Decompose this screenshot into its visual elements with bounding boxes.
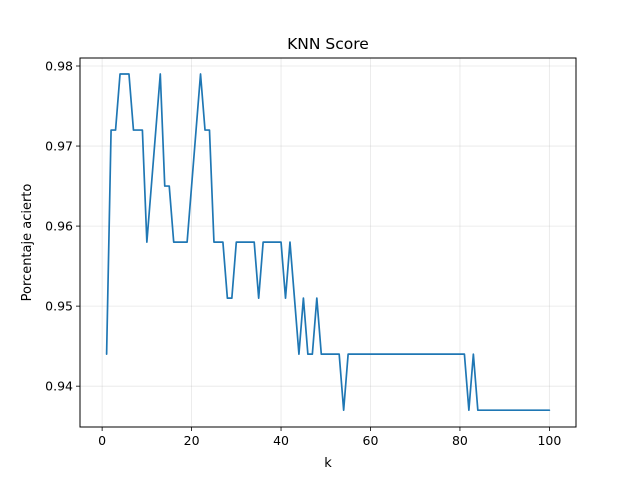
y-tick-label: 0.97: [45, 139, 73, 154]
x-tick-label: 40: [273, 433, 289, 448]
x-tick-label: 60: [363, 433, 379, 448]
x-axis-ticks: 0 20 40 60 80 100: [98, 427, 561, 448]
plot-area-background: [80, 58, 576, 427]
x-axis-label: k: [324, 456, 332, 471]
chart-title: KNN Score: [287, 35, 369, 53]
score-series-line: [105, 73, 551, 412]
x-tick-label: 100: [537, 433, 561, 448]
x-tick-label: 80: [452, 433, 468, 448]
y-tick-label: 0.98: [45, 59, 73, 74]
x-tick-label: 0: [98, 433, 106, 448]
y-tick-label: 0.95: [45, 299, 73, 314]
x-tick-label: 20: [184, 433, 200, 448]
series-layer: [105, 73, 551, 412]
plot-frame: [79, 57, 577, 428]
y-axis-label: Porcentaje acierto: [20, 184, 35, 302]
y-tick-label: 0.96: [45, 219, 73, 234]
y-axis-ticks: 0.94 0.95 0.96 0.97 0.98: [45, 59, 80, 394]
y-tick-label: 0.94: [45, 379, 73, 394]
